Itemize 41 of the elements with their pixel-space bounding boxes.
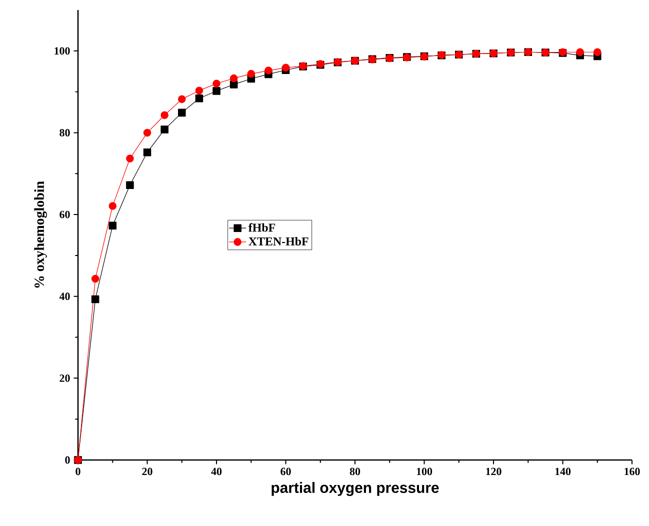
point	[195, 94, 204, 102]
point	[126, 181, 134, 189]
point	[593, 48, 602, 56]
legend-label: XTEN-HbF	[248, 237, 308, 246]
point	[178, 95, 186, 104]
point	[195, 86, 204, 94]
point	[230, 74, 238, 82]
x-tick-label: 80	[350, 468, 360, 476]
y-tick-label: 40	[59, 292, 70, 300]
point	[247, 70, 256, 78]
x-tick-label: 140	[555, 468, 571, 476]
y-tick-label: 0	[65, 456, 70, 464]
x-tick-label: 20	[142, 468, 152, 476]
point	[282, 64, 290, 72]
point	[160, 126, 168, 134]
legend-label: fHbF	[248, 223, 276, 232]
point	[178, 108, 186, 117]
x-tick-label: 0	[76, 468, 80, 476]
x-tick-label: 40	[211, 468, 222, 476]
point	[212, 87, 220, 95]
x-tick-label: 160	[624, 468, 640, 476]
point	[126, 154, 134, 162]
x-tick-label: 120	[486, 468, 502, 476]
point	[212, 80, 220, 88]
x-tick-label: 100	[416, 468, 432, 476]
y-tick-label: 80	[60, 129, 70, 136]
point	[143, 128, 152, 137]
point	[143, 148, 152, 156]
point	[160, 111, 168, 120]
y-tick-label: 20	[60, 374, 70, 382]
point	[108, 202, 117, 210]
x-tick-label: 60	[280, 468, 291, 476]
point	[108, 222, 117, 230]
x-axis-title: partial oxygen pressure	[272, 482, 439, 496]
y-axis-title: % oxyhemoglobin	[34, 181, 47, 288]
point	[576, 48, 584, 56]
point	[91, 274, 100, 283]
point	[91, 295, 100, 304]
y-tick-label: 100	[54, 47, 70, 55]
point	[264, 66, 272, 74]
y-tick-label: 60	[60, 210, 70, 218]
